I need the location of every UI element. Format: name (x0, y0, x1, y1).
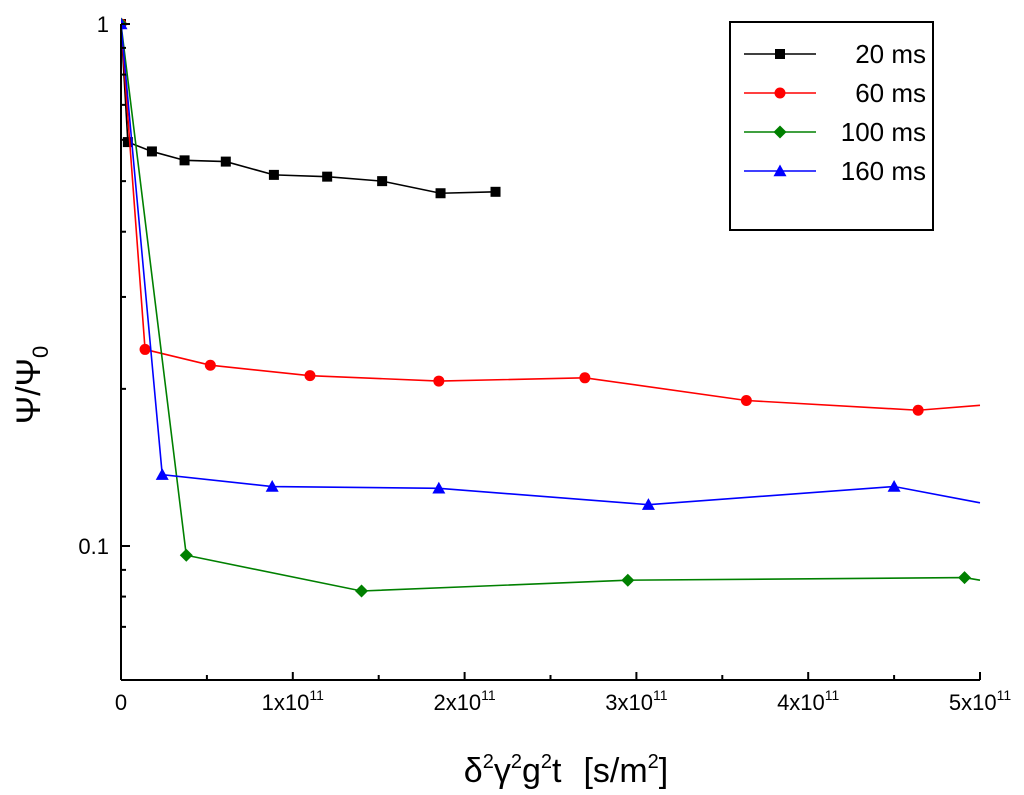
legend-marker (773, 164, 787, 177)
x-tick-label: 5x1011 (949, 687, 1011, 715)
x-title-g: g (522, 752, 541, 790)
data-point (204, 359, 216, 371)
data-point (433, 375, 445, 387)
x-tick-label: 2x1011 (433, 687, 495, 715)
data-point (146, 146, 157, 157)
x-title-t: t (552, 752, 562, 790)
series-100-ms (121, 17, 981, 598)
data-point (887, 480, 901, 492)
y-tick-label: 0.1 (78, 534, 109, 559)
y-axis-title: Ψ/Ψ0 (10, 346, 53, 425)
legend-marker (773, 125, 787, 139)
axes-layer: 0 1x1011 2x1011 3x1011 4x1011 5x1011 1 0.1 (78, 12, 1011, 715)
x-title-unit-open: [s/m (583, 752, 647, 790)
x-title-unit-exp: 2 (648, 751, 659, 773)
series-line (121, 23, 496, 195)
data-point (139, 343, 151, 355)
data-point (641, 498, 655, 510)
data-point (322, 171, 333, 182)
legend-label: 100 ms (841, 117, 926, 147)
legend-label: 20 ms (855, 39, 926, 69)
series-layer (121, 17, 981, 598)
data-point (179, 155, 190, 166)
data-point (155, 468, 169, 480)
data-point (179, 548, 193, 562)
data-point (435, 188, 446, 199)
data-point (122, 137, 133, 148)
x-title-unit-close: ] (659, 752, 668, 790)
data-point (958, 571, 972, 585)
data-point (490, 186, 501, 197)
y-title-main: Ψ/Ψ (10, 358, 48, 424)
data-point (355, 584, 369, 598)
x-tick-label: 4x1011 (777, 687, 839, 715)
data-point (268, 169, 279, 180)
x-title-gamma-exp: 2 (511, 751, 522, 773)
legend-label: 160 ms (841, 156, 926, 186)
data-point (220, 156, 231, 167)
y-tick-label: 1 (97, 12, 109, 37)
legend-marker (775, 49, 785, 59)
y-title-sub: 0 (28, 346, 53, 358)
data-point (265, 480, 279, 492)
series-60-ms (121, 18, 981, 416)
x-title-g-exp: 2 (541, 751, 552, 773)
legend-marker (774, 87, 786, 99)
x-title-gamma: γ (494, 752, 511, 790)
x-tick-label: 1x1011 (262, 687, 324, 715)
x-axis-title: δ2γ2g2t [s/m2] (464, 751, 668, 790)
x-tick-label: 0 (115, 690, 127, 715)
data-point (304, 370, 316, 382)
legend: 20 ms 60 ms 100 ms 160 ms (729, 21, 934, 231)
x-title-delta: δ (464, 752, 483, 790)
legend-label: 60 ms (855, 78, 926, 108)
data-point (740, 394, 752, 406)
x-title-delta-exp: 2 (483, 751, 494, 773)
data-point (432, 481, 446, 494)
data-point (579, 372, 591, 384)
legend-box (729, 21, 934, 231)
data-point (377, 176, 388, 187)
x-tick-label: 3x1011 (605, 687, 667, 715)
series-20-ms (121, 19, 501, 199)
data-point (912, 404, 924, 416)
data-point (621, 573, 635, 587)
series-160-ms (121, 17, 981, 510)
